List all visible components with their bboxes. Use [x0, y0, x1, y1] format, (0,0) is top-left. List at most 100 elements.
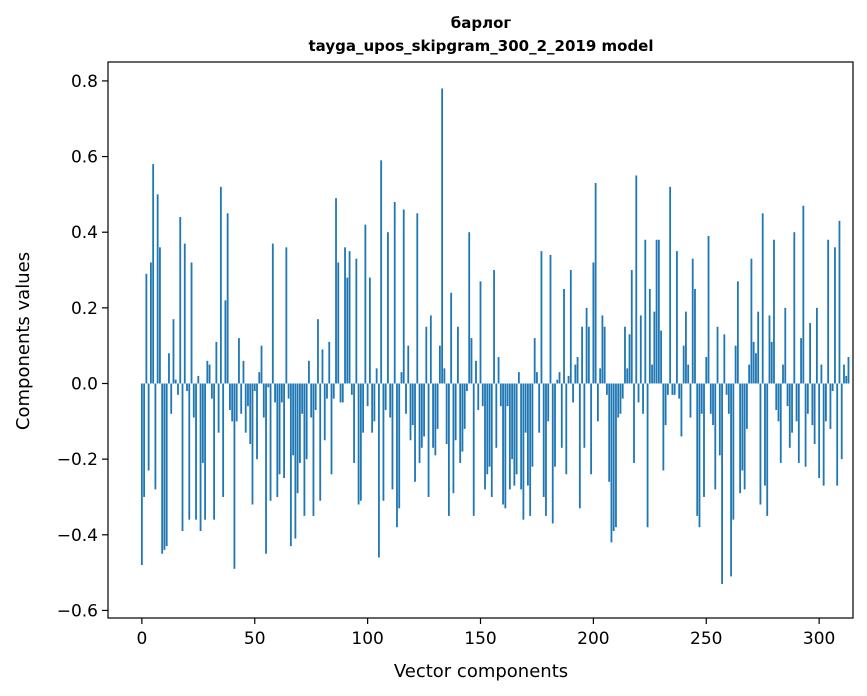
bar-305 — [829, 383, 832, 429]
bar-122 — [416, 213, 419, 384]
bar-150 — [479, 281, 482, 384]
y-axis-label: Components values — [13, 252, 34, 430]
bar-224 — [646, 383, 649, 528]
bar-155 — [490, 383, 493, 497]
bar-32 — [213, 383, 216, 520]
bar-153 — [486, 383, 489, 475]
bar-240 — [682, 345, 685, 384]
bar-45 — [242, 360, 245, 384]
bar-236 — [673, 383, 676, 395]
bar-280 — [773, 239, 775, 384]
bar-159 — [499, 383, 502, 407]
bar-312 — [845, 375, 848, 384]
bar-213 — [621, 383, 624, 399]
bar-60 — [276, 383, 279, 497]
bar-223 — [644, 239, 647, 384]
bar-302 — [822, 383, 825, 486]
bar-226 — [651, 364, 653, 384]
bar-70 — [298, 383, 301, 463]
bar-157 — [495, 383, 498, 448]
chart-title-line2: tayga_upos_skipgram_300_2_2019 model — [309, 37, 654, 55]
bar-263 — [734, 345, 737, 384]
bar-25 — [197, 375, 200, 384]
bar-181 — [549, 254, 552, 384]
bar-146 — [470, 338, 473, 384]
bar-270 — [750, 258, 753, 384]
y-tick-label-2: −0.2 — [57, 450, 98, 470]
bar-195 — [581, 326, 583, 384]
x-tick-label-5: 250 — [690, 629, 722, 649]
bar-133 — [441, 88, 444, 384]
bar-266 — [741, 383, 744, 471]
bar-104 — [375, 368, 378, 384]
bar-77 — [314, 383, 317, 410]
bar-191 — [572, 383, 574, 403]
bar-16 — [177, 383, 179, 395]
bar-246 — [696, 383, 699, 516]
bar-107 — [382, 383, 385, 501]
bar-79 — [319, 383, 322, 501]
bar-200 — [592, 262, 595, 384]
bar-162 — [506, 383, 509, 407]
bar-211 — [617, 383, 620, 418]
bar-86 — [335, 198, 337, 384]
bar-202 — [596, 383, 599, 422]
bar-171 — [527, 383, 529, 486]
bar-74 — [308, 360, 310, 384]
bar-124 — [420, 383, 423, 448]
bar-287 — [788, 383, 791, 448]
bar-47 — [247, 383, 249, 407]
bar-229 — [657, 239, 660, 384]
bar-252 — [709, 383, 712, 414]
bar-11 — [165, 383, 168, 547]
bar-50 — [253, 383, 256, 392]
bar-127 — [427, 383, 430, 497]
bar-123 — [418, 383, 421, 463]
y-tick-label-1: −0.4 — [57, 526, 98, 546]
bar-62 — [280, 383, 283, 403]
bar-148 — [475, 360, 477, 384]
bar-166 — [515, 383, 518, 475]
bar-101 — [368, 277, 371, 384]
bar-286 — [786, 383, 789, 407]
bar-12 — [168, 353, 170, 384]
bar-282 — [777, 383, 780, 422]
bar-279 — [770, 341, 773, 384]
bar-192 — [574, 364, 577, 384]
bar-103 — [373, 383, 376, 422]
bar-276 — [764, 383, 766, 486]
bar-290 — [795, 383, 798, 422]
bar-244 — [691, 258, 694, 384]
bar-281 — [775, 383, 778, 410]
bar-112 — [393, 201, 396, 384]
bar-206 — [606, 383, 608, 395]
bar-260 — [727, 383, 730, 414]
bar-259 — [725, 383, 728, 395]
bar-256 — [718, 383, 721, 456]
bar-253 — [712, 383, 714, 426]
bar-20 — [186, 383, 188, 392]
bar-100 — [366, 383, 369, 407]
bar-13 — [170, 383, 173, 414]
bar-64 — [285, 247, 288, 384]
bar-88 — [339, 383, 342, 403]
bar-75 — [310, 383, 313, 418]
bar-145 — [468, 232, 471, 384]
bar-262 — [732, 383, 735, 520]
bar-214 — [624, 326, 626, 384]
bar-106 — [380, 160, 383, 384]
bar-113 — [396, 383, 398, 528]
x-tick-label-1: 50 — [244, 629, 266, 649]
bar-52 — [258, 372, 261, 384]
bar-19 — [183, 243, 186, 384]
bar-48 — [249, 383, 252, 445]
bar-63 — [283, 383, 285, 479]
bar-0 — [140, 383, 143, 566]
bar-292 — [800, 338, 802, 384]
bar-212 — [619, 383, 622, 414]
bar-111 — [391, 383, 394, 490]
bar-37 — [224, 300, 227, 384]
bar-21 — [188, 383, 191, 520]
bar-58 — [271, 243, 274, 384]
bar-221 — [639, 315, 642, 384]
